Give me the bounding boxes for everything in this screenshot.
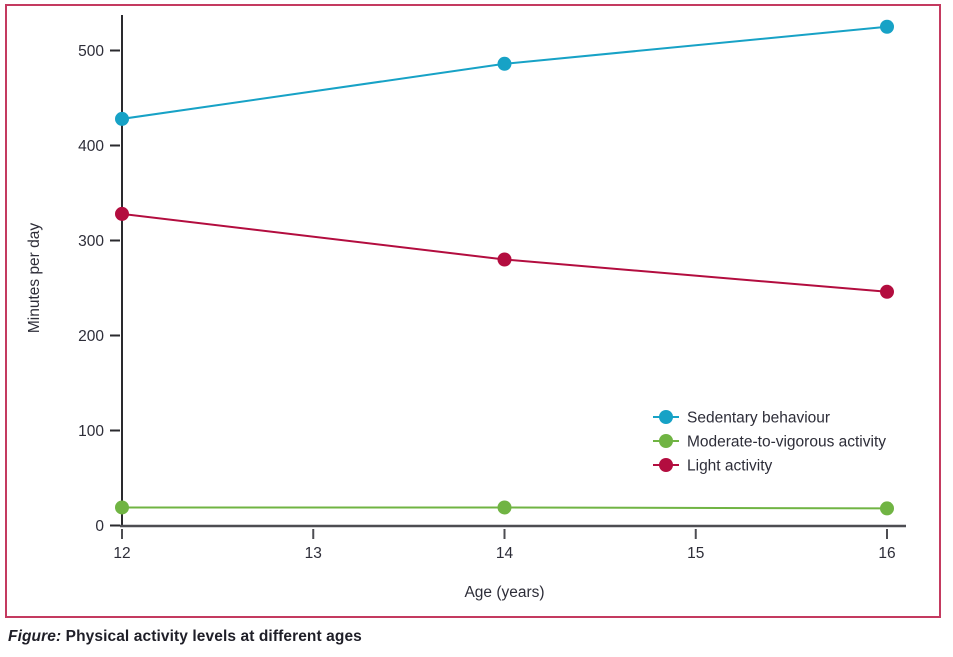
y-tick-label: 300 (78, 233, 104, 250)
chart-panel: 0 100 200 300 400 500 12 13 14 15 16 Age (years) Min… (5, 4, 941, 618)
figure-caption-label: Figure: (8, 628, 62, 645)
chart-svg: 0 100 200 300 400 500 12 13 14 15 16 Age (years) Min… (26, 15, 906, 601)
y-axis-label: Minutes per day (26, 223, 43, 334)
y-tick-label: 400 (78, 138, 104, 155)
data-point-light-activity-12 (115, 206, 129, 221)
figure-caption-text: Physical activity levels at different ag… (61, 628, 362, 645)
y-tick-label: 500 (78, 43, 104, 60)
x-tick-label: 13 (305, 545, 322, 562)
data-point-moderate-to-vigorous-activity-14 (497, 500, 512, 515)
x-tick-label: 15 (687, 545, 704, 562)
x-tick-label: 12 (113, 545, 130, 562)
legend-label-moderate-to-vigorous-activity: Moderate-to-vigorous activity (687, 434, 886, 451)
legend-marker-sedentary-behaviour (659, 410, 673, 424)
series-line-sedentary-behaviour (121, 25, 888, 120)
y-tick-label: 200 (78, 328, 104, 345)
x-tick-label: 16 (878, 545, 895, 562)
y-tick-label: 100 (78, 423, 104, 440)
legend-label-light-activity: Light activity (687, 458, 773, 475)
data-point-moderate-to-vigorous-activity-12 (115, 500, 129, 515)
figure-caption: Figure: Physical activity levels at diff… (8, 628, 362, 646)
data-point-sedentary-behaviour-14 (497, 56, 512, 71)
data-point-light-activity-16 (880, 284, 894, 299)
legend-marker-light-activity (659, 458, 673, 472)
data-point-sedentary-behaviour-16 (880, 19, 894, 34)
y-tick-label: 0 (95, 518, 104, 535)
legend-label-sedentary-behaviour: Sedentary behaviour (687, 410, 830, 427)
legend-marker-moderate-to-vigorous-activity (659, 434, 673, 448)
data-point-light-activity-14 (497, 252, 512, 267)
x-tick-label: 14 (496, 545, 514, 562)
data-point-sedentary-behaviour-12 (115, 111, 129, 126)
x-axis-label: Age (years) (464, 584, 544, 601)
data-point-moderate-to-vigorous-activity-16 (880, 501, 894, 516)
